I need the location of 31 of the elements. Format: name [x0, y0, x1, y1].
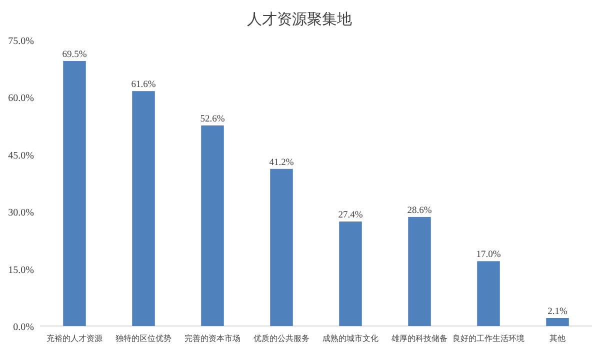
- bar: [408, 216, 431, 326]
- y-tick-label: 60.0%: [8, 93, 34, 104]
- data-label: 41.2%: [269, 158, 294, 168]
- data-label: 69.5%: [62, 50, 87, 60]
- data-label: 28.6%: [407, 206, 432, 216]
- data-label: 52.6%: [200, 114, 225, 124]
- x-tick-label: 独特的区位优势: [116, 334, 172, 343]
- bar: [132, 91, 155, 326]
- x-tick-label: 充裕的人才资源: [46, 334, 102, 343]
- x-tick-label: 成熟的城市文化: [322, 334, 378, 343]
- y-tick-label: 30.0%: [8, 208, 34, 219]
- bar: [477, 261, 500, 326]
- y-tick-label: 15.0%: [8, 264, 34, 276]
- y-tick-label: 45.0%: [8, 150, 34, 162]
- data-label: 17.0%: [476, 250, 501, 260]
- bar: [339, 222, 362, 326]
- x-tick-label: 良好的工作生活环境: [452, 334, 524, 343]
- x-tick-label: 完善的资本市场: [184, 334, 240, 343]
- x-tick-label: 其他: [550, 334, 566, 343]
- bar: [270, 168, 293, 326]
- y-tick-label: 75.0%: [8, 36, 34, 47]
- bar: [63, 60, 86, 326]
- x-tick-label: 雄厚的科技储备: [390, 334, 448, 343]
- x-tick-label: 优质的公共服务: [254, 334, 310, 343]
- chart-title: 人才资源聚集地: [247, 11, 352, 28]
- data-label: 27.4%: [338, 210, 363, 221]
- data-label: 61.6%: [131, 80, 156, 90]
- data-label: 2.1%: [548, 306, 568, 317]
- bar: [546, 318, 569, 326]
- bar: [201, 125, 224, 326]
- y-tick-label: 0.0%: [13, 322, 34, 333]
